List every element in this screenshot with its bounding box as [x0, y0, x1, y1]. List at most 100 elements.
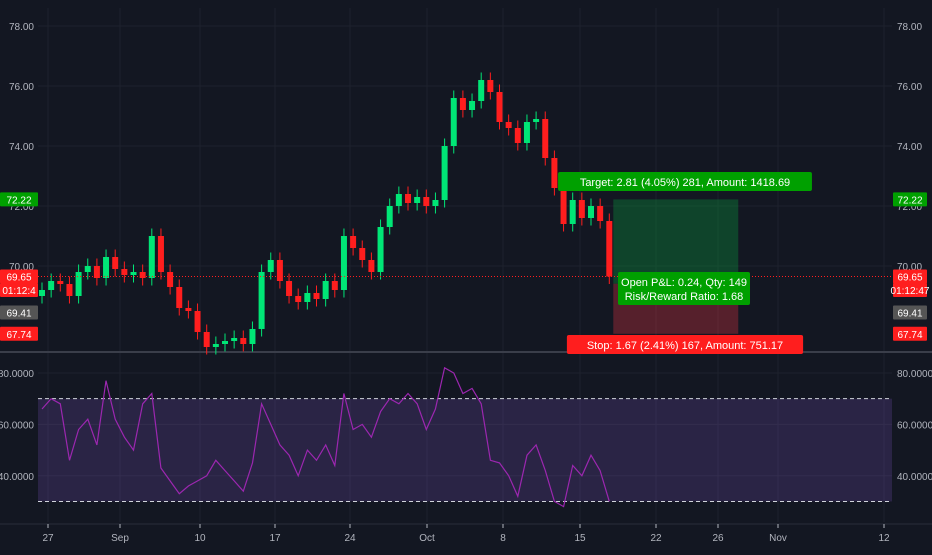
candle-body	[588, 206, 594, 218]
right-rsi-tick: 40.0000	[897, 472, 932, 483]
candle-body	[469, 101, 476, 110]
candle-body	[267, 260, 274, 272]
candle-body	[450, 98, 457, 146]
left-price-tick: 76.00	[9, 82, 34, 93]
candle-body	[185, 308, 192, 311]
left-price-tag	[0, 269, 38, 284]
right-price-tick: 74.00	[897, 142, 922, 153]
left-price-tag-label: 72.22	[6, 195, 31, 206]
right-price-tick: 70.00	[897, 262, 922, 273]
right-rsi-tick: 80.0000	[897, 369, 932, 380]
candle-body	[350, 236, 357, 248]
right-price-tag	[893, 269, 927, 284]
stop-label: Stop: 1.67 (2.41%) 167, Amount: 751.17	[587, 340, 783, 352]
candle-body	[295, 296, 302, 302]
candle-body	[578, 200, 585, 218]
right-price-tag	[893, 192, 927, 207]
left-price-tick: 72.00	[9, 202, 34, 213]
candle-body	[148, 236, 155, 278]
right-price-tag-label: 72.22	[897, 195, 922, 206]
candle-body	[523, 122, 530, 143]
left-rsi-tick: 60.0000	[0, 420, 34, 431]
right-price-tick: 76.00	[897, 82, 922, 93]
x-tick-label: 17	[269, 533, 281, 544]
pnl-label: Open P&L: 0.24, Qty: 149	[621, 277, 747, 289]
price-tags: 72.22 69.65 01:12:4 69.41 67.74 72.22 69.65 01:…	[0, 192, 930, 341]
x-tick-label: 22	[650, 533, 662, 544]
candle-body	[93, 266, 100, 278]
candle-body	[176, 287, 183, 308]
target-label-bg	[558, 172, 812, 191]
candle-body	[423, 197, 430, 206]
x-tick-label: 12	[878, 533, 890, 544]
candle-body	[112, 257, 119, 269]
left-price-tag-label: 69.65	[6, 273, 31, 284]
candle-body	[368, 260, 375, 272]
left-price-tick: 78.00	[9, 22, 34, 33]
candle-body	[249, 329, 256, 344]
x-tick-label: 15	[574, 533, 586, 544]
candle-body	[258, 272, 265, 329]
rsi-band-fill	[38, 398, 892, 502]
position-tool[interactable]	[613, 199, 739, 334]
right-price-tag	[893, 305, 927, 320]
right-price-tag-label: 67.74	[897, 330, 922, 341]
left-price-tag-label: 67.74	[6, 330, 31, 341]
x-tick-label: 27	[42, 533, 54, 544]
candle-body	[222, 341, 228, 344]
rsi-line	[41, 366, 610, 508]
target-label: Target: 2.81 (4.05%) 281, Amount: 1418.6…	[580, 177, 790, 189]
candle-body	[75, 272, 82, 296]
candle-body	[276, 260, 283, 281]
candle-body	[560, 188, 567, 224]
candle-body	[121, 269, 128, 275]
left-price-tick: 74.00	[9, 142, 34, 153]
candle-body	[66, 284, 73, 296]
position-labels: Target: 2.81 (4.05%) 281, Amount: 1418.6…	[558, 172, 812, 354]
candle-body	[139, 272, 146, 278]
left-price-tag	[0, 283, 38, 297]
candle-body	[157, 236, 164, 272]
candle-body	[331, 281, 338, 290]
candle-body	[240, 338, 247, 344]
candle-body	[231, 338, 238, 341]
right-price-tag	[893, 326, 927, 341]
candle-body	[48, 281, 55, 290]
right-price-tag-label: 01:12:47	[891, 286, 930, 297]
candle-body	[386, 206, 393, 227]
candle-body	[84, 266, 91, 272]
rsi-panel	[38, 366, 892, 508]
candle-body	[606, 221, 613, 277]
candle-body	[542, 119, 549, 158]
left-price-tag	[0, 192, 38, 207]
candle-body	[505, 122, 512, 128]
price-axes: 78.00 78.00 76.00 76.00 74.00 74.00 72.00 72.00…	[0, 22, 932, 544]
candle-body	[203, 332, 210, 347]
candle-body	[514, 128, 521, 143]
candle-body	[432, 200, 439, 206]
candle-body	[533, 119, 540, 122]
candle-body	[340, 236, 347, 290]
x-tick-label: 24	[344, 533, 356, 544]
candle-body	[322, 281, 329, 299]
candle-body	[597, 206, 604, 221]
x-tick-label: Oct	[419, 533, 435, 544]
candle-body	[103, 257, 110, 278]
candle-body	[478, 80, 485, 101]
candle-body	[405, 194, 411, 203]
right-price-tick: 78.00	[897, 22, 922, 33]
candle-body	[496, 92, 503, 122]
right-price-tag-label: 69.41	[897, 309, 922, 320]
candle-body	[569, 200, 576, 224]
candle-body	[414, 197, 421, 203]
left-price-tag	[0, 305, 38, 320]
position-profit-zone	[613, 199, 739, 284]
pnl-box-bg	[618, 272, 750, 305]
x-tick-label: 10	[194, 533, 206, 544]
stop-label-bg	[566, 335, 804, 354]
candle-body	[313, 293, 320, 299]
right-price-tag-label: 69.65	[897, 273, 922, 284]
